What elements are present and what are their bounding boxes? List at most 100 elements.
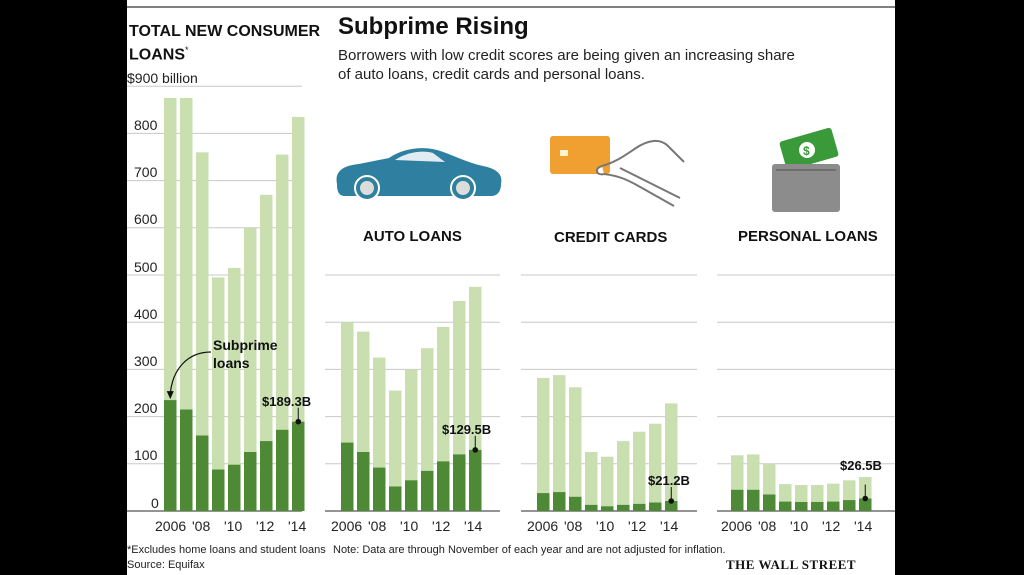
y-tick-label: 500 bbox=[134, 259, 158, 275]
x-tick-label: 2006 bbox=[155, 518, 187, 534]
bar-subprime-2013 bbox=[453, 454, 466, 511]
y-tick-label: 300 bbox=[134, 353, 158, 369]
bar-total-2010 bbox=[601, 456, 614, 511]
x-tick-label: '10 bbox=[224, 518, 243, 534]
y-tick-label: 700 bbox=[134, 164, 158, 180]
bar-total-2008 bbox=[569, 387, 582, 511]
credit-cards-title: CREDIT CARDS bbox=[554, 229, 668, 246]
bar-subprime-2014 bbox=[859, 498, 872, 511]
subtitle-line1: Borrowers with low credit scores are bei… bbox=[338, 47, 795, 64]
bar-subprime-2013 bbox=[649, 502, 662, 511]
bars-layer bbox=[164, 98, 872, 512]
bar-subprime-2012 bbox=[633, 503, 646, 511]
callout-dot bbox=[862, 495, 869, 502]
page-title: Subprime Rising bbox=[338, 13, 529, 40]
x-tick-label: '08 bbox=[192, 518, 211, 534]
svg-text:$: $ bbox=[803, 144, 810, 158]
note: Note: Data are through November of each … bbox=[333, 544, 726, 556]
total-chart-title: TOTAL NEW CONSUMER LOANS* bbox=[129, 23, 320, 64]
x-tick-label: '08 bbox=[758, 518, 777, 534]
bar-total-2010 bbox=[228, 267, 241, 511]
subprime-annotation-line2: loans bbox=[213, 355, 250, 371]
bar-subprime-2006 bbox=[341, 442, 354, 511]
bar-subprime-2009 bbox=[585, 504, 598, 511]
x-tick-label: '10 bbox=[400, 518, 419, 534]
bar-total-2011 bbox=[617, 441, 630, 511]
bar-subprime-2008 bbox=[763, 494, 776, 511]
bar-subprime-2010 bbox=[228, 464, 241, 511]
y-tick-label: 0 bbox=[151, 495, 159, 511]
bar-subprime-2007 bbox=[747, 489, 760, 511]
bar-subprime-2013 bbox=[843, 500, 856, 511]
bar-subprime-2010 bbox=[601, 506, 614, 511]
total-chart-title-line2: LOANS bbox=[129, 46, 185, 64]
x-tick-label: '12 bbox=[628, 518, 647, 534]
y-unit-label: $900 billion bbox=[127, 70, 198, 86]
bar-subprime-2013 bbox=[276, 429, 289, 511]
bar-subprime-2012 bbox=[437, 461, 450, 511]
bar-total-2007 bbox=[180, 98, 193, 511]
bar-total-2013 bbox=[276, 154, 289, 511]
auto-loans-title: AUTO LOANS bbox=[363, 228, 462, 245]
subprime-annotation-line1: Subprime bbox=[213, 337, 278, 353]
publisher-logo: THE WALL STREET JOURNAL bbox=[726, 557, 856, 575]
bar-subprime-2007 bbox=[357, 452, 370, 511]
personal-callout: $26.5B bbox=[840, 458, 882, 473]
bar-subprime-2009 bbox=[389, 486, 402, 511]
bar-subprime-2011 bbox=[244, 452, 257, 511]
bar-subprime-2006 bbox=[537, 493, 550, 511]
personal-loans-title: PERSONAL LOANS bbox=[738, 228, 878, 245]
x-tick-label: 2006 bbox=[527, 518, 559, 534]
bar-subprime-2009 bbox=[212, 469, 225, 511]
x-tick-label: '10 bbox=[790, 518, 809, 534]
bar-subprime-2008 bbox=[373, 467, 386, 511]
x-tick-label: '12 bbox=[256, 518, 275, 534]
subprime-arrowhead bbox=[166, 391, 174, 400]
bar-total-2009 bbox=[212, 277, 225, 511]
bar-subprime-2009 bbox=[779, 501, 792, 511]
bar-subprime-2007 bbox=[180, 409, 193, 511]
x-tick-label: '08 bbox=[564, 518, 583, 534]
x-tick-label: '08 bbox=[368, 518, 387, 534]
bar-total-2014 bbox=[665, 403, 678, 511]
bar-subprime-2007 bbox=[553, 492, 566, 511]
bar-total-2013 bbox=[649, 423, 662, 511]
bar-subprime-2006 bbox=[164, 400, 177, 511]
bar-total-2008 bbox=[196, 152, 209, 512]
bar-total-2009 bbox=[585, 452, 598, 511]
total-callout: $189.3B bbox=[262, 394, 312, 409]
bar-subprime-2012 bbox=[827, 501, 840, 511]
footnote-mark: * bbox=[185, 45, 189, 55]
bar-total-2010 bbox=[405, 369, 418, 511]
bar-subprime-2010 bbox=[405, 480, 418, 511]
chart-canvas: TOTAL NEW CONSUMER LOANS* Subprime Risin… bbox=[127, 0, 895, 575]
bar-total-2009 bbox=[389, 390, 402, 511]
y-tick-label: 100 bbox=[134, 447, 158, 463]
y-tick-label: 200 bbox=[134, 400, 158, 416]
bar-total-2012 bbox=[633, 431, 646, 511]
bar-total-2011 bbox=[421, 348, 434, 511]
grid-layer bbox=[127, 85, 895, 512]
car-icon bbox=[336, 148, 502, 201]
x-tick-label: '12 bbox=[432, 518, 451, 534]
x-tick-label: '14 bbox=[854, 518, 873, 534]
bar-total-2007 bbox=[553, 375, 566, 511]
cards-callout: $21.2B bbox=[648, 473, 690, 488]
source: Source: Equifax bbox=[127, 559, 205, 571]
chart-svg: $ bbox=[127, 6, 895, 512]
bar-subprime-2006 bbox=[731, 489, 744, 511]
callout-dot bbox=[668, 498, 675, 504]
bar-subprime-2011 bbox=[421, 470, 434, 511]
bar-subprime-2014 bbox=[469, 449, 482, 511]
x-tick-label: '14 bbox=[464, 518, 483, 534]
y-tick-label: 600 bbox=[134, 211, 158, 227]
bar-total-2014 bbox=[292, 116, 305, 512]
footnote: *Excludes home loans and student loans bbox=[127, 544, 326, 556]
x-tick-label: '14 bbox=[288, 518, 307, 534]
subprime-arrow bbox=[169, 351, 212, 395]
bar-subprime-2010 bbox=[795, 502, 808, 511]
callout-dot bbox=[295, 418, 302, 425]
wallet-icon: $ bbox=[772, 127, 840, 212]
bar-subprime-2008 bbox=[196, 435, 209, 511]
x-tick-label: '10 bbox=[596, 518, 615, 534]
